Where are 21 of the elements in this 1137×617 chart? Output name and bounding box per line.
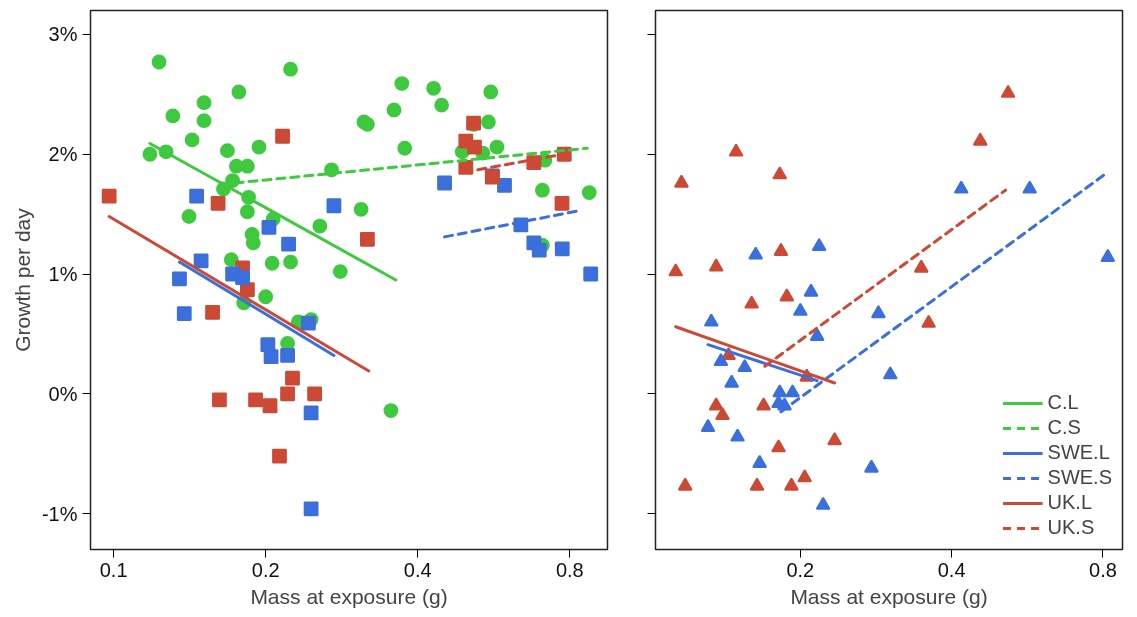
legend-label: UK.L <box>1047 491 1093 514</box>
y-axis-title: Growth per day <box>10 207 34 352</box>
x-tick-label: 0.4 <box>937 558 966 581</box>
x-tick-label: 0.8 <box>1089 558 1117 581</box>
x-tick-label: 0.2 <box>251 558 280 581</box>
y-tick-label: 3% <box>48 23 78 46</box>
x-axis-title: Mass at exposure (g) <box>250 584 448 608</box>
x-tick-label: 0.1 <box>99 558 128 581</box>
x-tick-label: 0.2 <box>786 558 815 581</box>
y-tick-label: 1% <box>48 263 78 286</box>
y-tick-label: 0% <box>48 382 78 405</box>
x-axis-title: Mass at exposure (g) <box>790 584 988 608</box>
x-tick-label: 0.8 <box>555 558 584 581</box>
legend-label: UK.S <box>1047 516 1095 539</box>
legend-label: SWE.L <box>1047 441 1110 464</box>
y-tick-label: 2% <box>48 143 78 166</box>
y-tick-label: -1% <box>41 502 78 525</box>
x-tick-label: 0.4 <box>403 558 432 581</box>
legend-label: SWE.S <box>1047 466 1112 489</box>
legend-label: C.S <box>1047 416 1081 439</box>
legend-label: C.L <box>1047 391 1079 414</box>
